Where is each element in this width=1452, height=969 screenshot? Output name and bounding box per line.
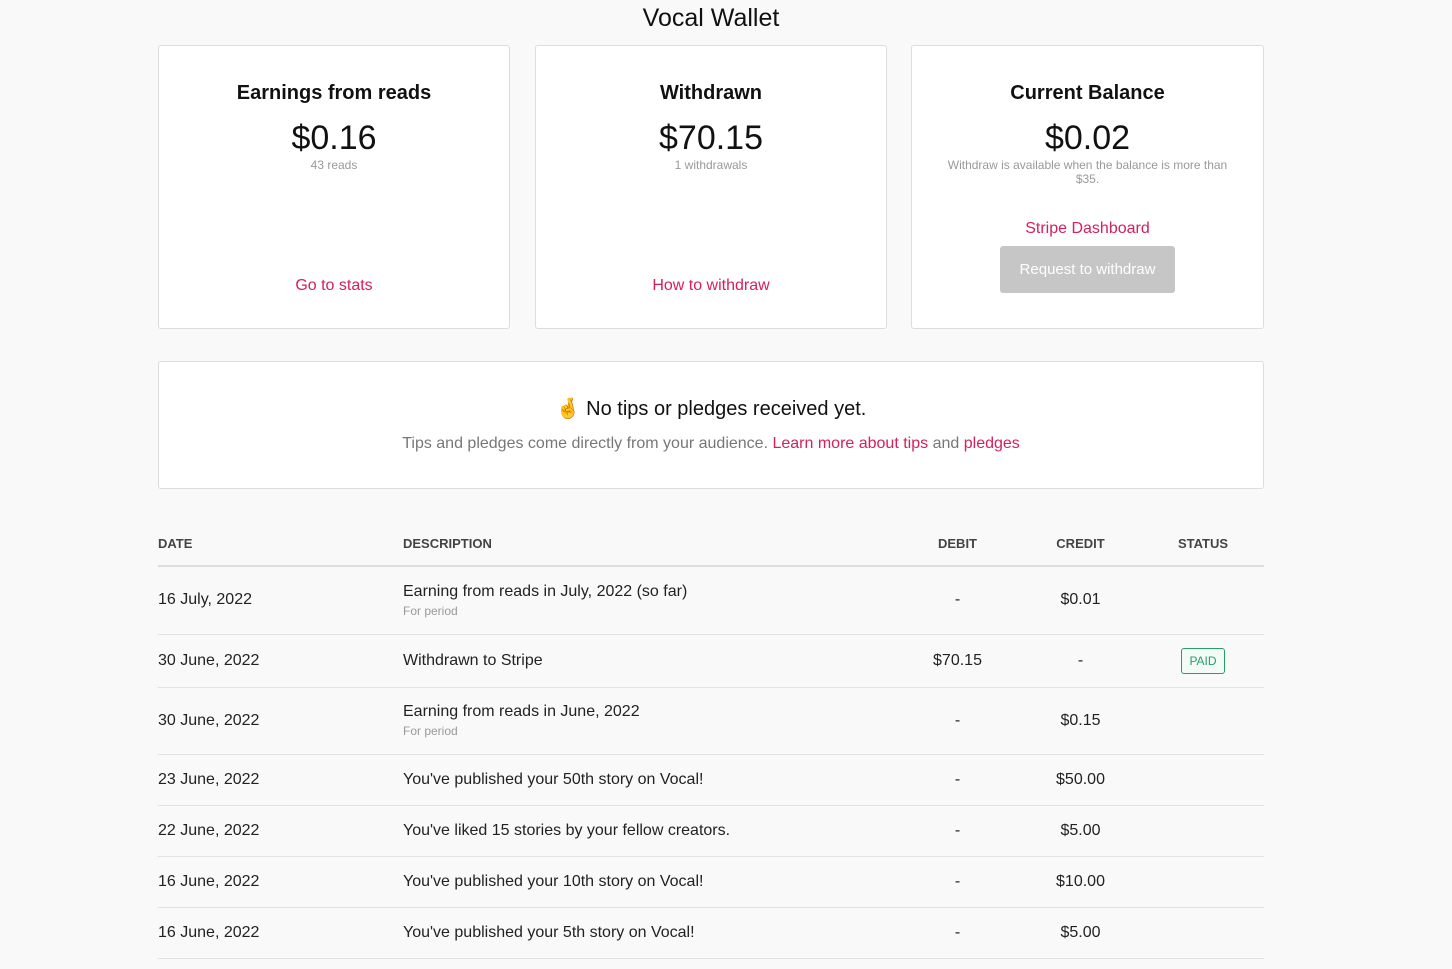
row-date: 22 June, 2022 bbox=[158, 805, 403, 857]
row-date: 16 July, 2022 bbox=[158, 566, 403, 635]
row-description: Earning from reads in July, 2022 (so far… bbox=[403, 582, 688, 600]
row-description: You've published your 50th story on Voca… bbox=[403, 770, 704, 788]
row-debit: - bbox=[896, 907, 1019, 959]
how-to-withdraw-link[interactable]: How to withdraw bbox=[652, 277, 770, 294]
pledges-link[interactable]: pledges bbox=[963, 435, 1020, 452]
request-withdraw-button[interactable]: Request to withdraw bbox=[999, 246, 1176, 293]
card-amount: $70.15 bbox=[659, 119, 763, 157]
row-description: You've published your 5th story on Vocal… bbox=[403, 923, 695, 941]
row-description: You've liked 15 stories by your fellow c… bbox=[403, 821, 731, 839]
row-credit: $50.00 bbox=[1019, 754, 1142, 806]
row-description: Earning from reads in June, 2022 bbox=[403, 703, 640, 720]
header-status: STATUS bbox=[1142, 522, 1264, 567]
row-debit: - bbox=[896, 687, 1019, 755]
row-debit: - bbox=[896, 856, 1019, 908]
row-note: For period bbox=[403, 724, 458, 738]
table-row: 16 July, 2022 Earning from reads in July… bbox=[158, 566, 1264, 635]
row-credit: $0.01 bbox=[1019, 566, 1142, 635]
transactions-table: DATE DESCRIPTION DEBIT CREDIT STATUS 16 … bbox=[158, 522, 1264, 959]
row-description: Withdrawn to Stripe bbox=[403, 651, 543, 669]
table-row: 16 June, 2022 You've published your 10th… bbox=[158, 856, 1264, 908]
table-row: 22 June, 2022 You've liked 15 stories by… bbox=[158, 805, 1264, 857]
row-date: 16 June, 2022 bbox=[158, 907, 403, 959]
balance-card: Current Balance $0.02 Withdraw is availa… bbox=[911, 45, 1264, 329]
withdrawn-card: Withdrawn $70.15 1 withdrawals How to wi… bbox=[535, 45, 887, 329]
table-row: 30 June, 2022 Withdrawn to Stripe $70.15… bbox=[158, 634, 1264, 688]
tips-panel: 🤞 No tips or pledges received yet. Tips … bbox=[158, 361, 1264, 489]
row-credit: $0.15 bbox=[1019, 687, 1142, 755]
tips-text: Tips and pledges come directly from your… bbox=[402, 435, 769, 452]
row-date: 30 June, 2022 bbox=[158, 687, 403, 755]
header-credit: CREDIT bbox=[1019, 522, 1142, 567]
row-date: 30 June, 2022 bbox=[158, 634, 403, 688]
row-debit: - bbox=[896, 566, 1019, 635]
header-date: DATE bbox=[158, 522, 403, 567]
header-description: DESCRIPTION bbox=[403, 522, 896, 567]
card-subtext: Withdraw is available when the balance i… bbox=[947, 158, 1228, 186]
card-subtext: 43 reads bbox=[310, 158, 358, 172]
row-credit: - bbox=[1019, 634, 1142, 688]
row-credit: $10.00 bbox=[1019, 856, 1142, 908]
learn-tips-link[interactable]: Learn more about tips bbox=[772, 435, 929, 452]
go-to-stats-link[interactable]: Go to stats bbox=[295, 277, 373, 294]
row-debit: - bbox=[896, 754, 1019, 806]
table-row: 23 June, 2022 You've published your 50th… bbox=[158, 754, 1264, 806]
crossed-fingers-icon: 🤞 bbox=[555, 398, 581, 420]
tips-and-text: and bbox=[932, 435, 960, 452]
header-debit: DEBIT bbox=[896, 522, 1019, 567]
table-row: 16 June, 2022 You've published your 5th … bbox=[158, 907, 1264, 959]
card-title: Earnings from reads bbox=[236, 82, 432, 104]
row-date: 23 June, 2022 bbox=[158, 754, 403, 806]
row-note: For period bbox=[403, 603, 458, 618]
earnings-card: Earnings from reads $0.16 43 reads Go to… bbox=[158, 45, 510, 329]
table-row: 30 June, 2022 Earning from reads in June… bbox=[158, 687, 1264, 755]
status-badge: PAID bbox=[1181, 647, 1225, 674]
page-title: Vocal Wallet bbox=[642, 4, 780, 32]
row-debit: - bbox=[896, 805, 1019, 857]
card-title: Current Balance bbox=[1010, 82, 1165, 104]
card-amount: $0.16 bbox=[291, 119, 377, 157]
card-subtext: 1 withdrawals bbox=[674, 158, 748, 172]
row-credit: $5.00 bbox=[1019, 907, 1142, 959]
card-amount: $0.02 bbox=[1044, 119, 1131, 157]
row-description: You've published your 10th story on Voca… bbox=[403, 872, 704, 890]
row-date: 16 June, 2022 bbox=[158, 856, 403, 908]
card-title: Withdrawn bbox=[659, 82, 763, 104]
stripe-dashboard-link[interactable]: Stripe Dashboard bbox=[1025, 220, 1150, 237]
row-credit: $5.00 bbox=[1019, 805, 1142, 857]
tips-heading: No tips or pledges received yet. bbox=[586, 398, 867, 420]
row-debit: $70.15 bbox=[896, 634, 1019, 688]
